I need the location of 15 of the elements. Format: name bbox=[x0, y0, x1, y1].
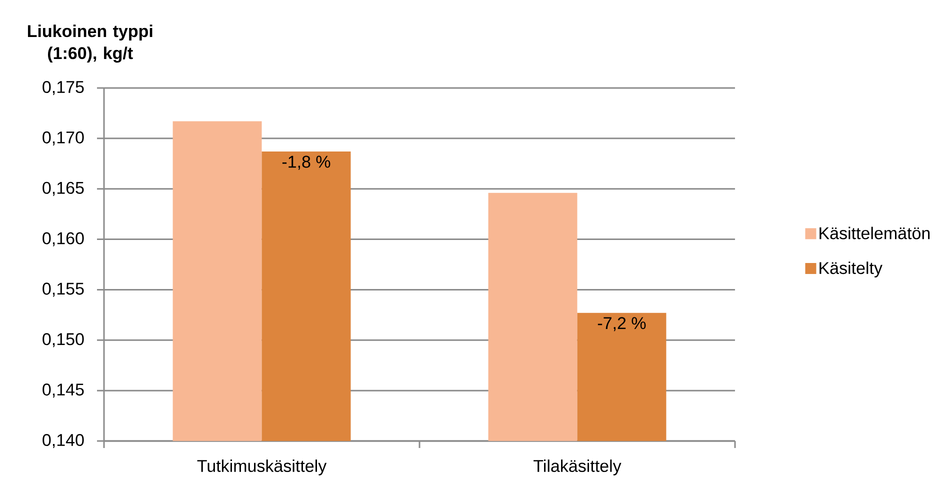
annotation: -7,2 % bbox=[598, 317, 646, 332]
y-tick-label: 0,150 bbox=[42, 333, 84, 348]
legend-label: Käsitelty bbox=[820, 262, 882, 278]
x-tick-label: Tutkimuskäsittely bbox=[197, 460, 327, 476]
x-tick-label: Tilakäsittely bbox=[534, 460, 622, 476]
y-tick-label: 0,160 bbox=[42, 232, 84, 246]
y-tick-label: 0,170 bbox=[42, 131, 84, 146]
y-tick-label: 0,175 bbox=[42, 80, 84, 96]
y-tick-label: 0,155 bbox=[42, 282, 84, 297]
legend-label: Käsittelemätön bbox=[820, 226, 930, 240]
y-axis-title: Liukoinen typpi (1:60), kg/t bbox=[28, 24, 152, 63]
y-tick-label: 0,165 bbox=[42, 182, 84, 196]
y-tick-label: 0,140 bbox=[42, 434, 84, 448]
annotation: -1,8 % bbox=[282, 156, 330, 170]
y-tick-label: 0,145 bbox=[42, 384, 84, 398]
